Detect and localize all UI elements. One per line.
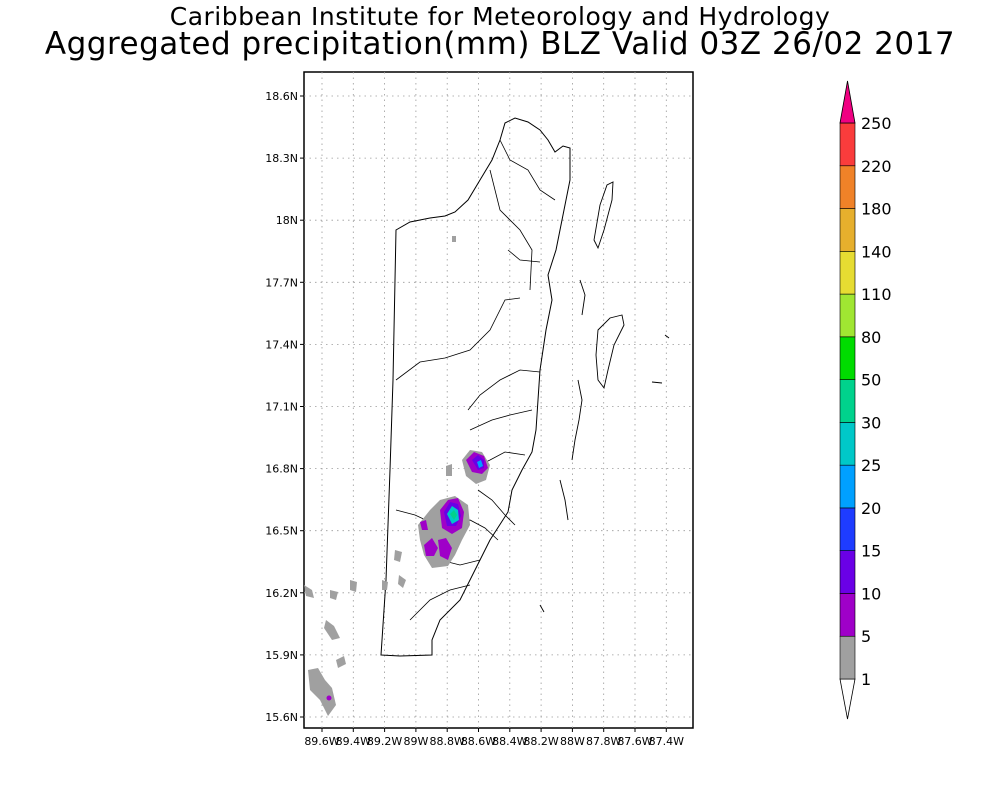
colorbar-swatch — [839, 293, 856, 338]
lon-tick-label: 88.2W — [523, 735, 558, 748]
precip-grey-sw9 — [394, 550, 402, 562]
colorbar-level-label: 25 — [861, 456, 881, 475]
precip-grey-sw2 — [324, 620, 340, 640]
precip-grey-sw1 — [308, 668, 336, 716]
colorbar-level-label: 80 — [861, 328, 881, 347]
colorbar-level-label: 10 — [861, 584, 881, 603]
lat-tick-label: 17.1N — [265, 401, 298, 414]
axis-ticks — [300, 95, 667, 732]
colorbar-max-arrow — [839, 80, 856, 124]
colorbar-swatch — [839, 336, 856, 380]
lat-tick-label: 16.5N — [265, 525, 298, 538]
colorbar-swatch — [839, 422, 856, 466]
precip-grey-n3 — [452, 236, 456, 242]
colorbar-level-label: 50 — [861, 371, 881, 390]
colorbar-swatch — [839, 165, 856, 209]
precip-purple-sw-dot — [326, 695, 332, 701]
precip-grey-n2 — [446, 464, 452, 476]
lat-tick-label: 17.7N — [265, 276, 298, 289]
colorbar-level-label: 220 — [861, 157, 892, 176]
lon-tick-label: 88.4W — [492, 735, 527, 748]
lon-tick-label: 89.2W — [367, 735, 402, 748]
lat-tick-label: 18N — [276, 214, 298, 227]
lat-tick-label: 15.9N — [265, 649, 298, 662]
colorbar-level-label: 15 — [861, 542, 881, 561]
offshore-cays — [539, 181, 670, 613]
precip-grey-sw3 — [336, 656, 346, 668]
precip-grey-sw4 — [304, 585, 314, 598]
colorbar-level-label: 30 — [861, 413, 881, 432]
lat-tick-label: 15.6N — [265, 711, 298, 724]
lat-tick-label: 18.6N — [265, 90, 298, 103]
lat-tick-label: 16.2N — [265, 587, 298, 600]
colorbar-level-label: 250 — [861, 114, 892, 133]
colorbar-swatch — [839, 379, 856, 423]
precip-teal-core — [450, 510, 457, 520]
colorbar-level-label: 180 — [861, 200, 892, 219]
colorbar-swatch — [839, 507, 856, 551]
lat-tick-label: 17.4N — [265, 338, 298, 351]
colorbar-level-label: 140 — [861, 242, 892, 261]
lon-tick-label: 87.4W — [649, 735, 684, 748]
precip-purple-south-b — [438, 538, 452, 560]
lon-tick-label: 89.4W — [336, 735, 371, 748]
colorbar-swatch — [839, 593, 856, 637]
precip-grey-sw5 — [330, 590, 338, 600]
chart-title-institute: Caribbean Institute for Meteorology and … — [169, 2, 831, 31]
colorbar-swatch — [839, 251, 856, 295]
lon-tick-label: 89.6W — [304, 735, 339, 748]
lon-tick-label: 88W — [560, 735, 585, 748]
belize-coast-outline — [380, 117, 571, 657]
map-frame — [303, 71, 694, 729]
map-panel — [300, 71, 694, 732]
precip-grey-sw6 — [350, 580, 357, 592]
colorbar-swatch — [839, 550, 856, 594]
colorbar-swatch — [839, 208, 856, 252]
lon-tick-label: 88.6W — [461, 735, 496, 748]
precipitation-field — [304, 236, 490, 716]
lon-tick-label: 87.6W — [617, 735, 652, 748]
chart-title-product: Aggregated precipitation(mm) BLZ Valid 0… — [44, 26, 956, 62]
latitude-labels: 18.6N 18.3N 18N 17.7N 17.4N 17.1N 16.8N 16.5N 16… — [265, 90, 298, 724]
colorbar-level-label: 20 — [861, 499, 881, 518]
colorbar-swatch — [839, 635, 856, 680]
colorbar-swatch — [839, 464, 856, 509]
precip-grey-sw7 — [382, 580, 388, 590]
colorbar-level-label: 1 — [861, 670, 871, 689]
colorbar-level-label: 5 — [861, 627, 871, 646]
precip-grey-sw8 — [398, 575, 406, 588]
lat-tick-label: 16.8N — [265, 463, 298, 476]
lon-tick-label: 89W — [403, 735, 428, 748]
precip-purple-south-a — [424, 538, 438, 556]
precip-cyan-north — [477, 460, 483, 468]
colorbar-min-arrow — [839, 678, 856, 720]
colorbar-swatch — [839, 122, 856, 167]
precip-purple-west — [420, 520, 428, 530]
lat-tick-label: 18.3N — [265, 152, 298, 165]
colorbar-level-label: 110 — [861, 285, 892, 304]
lon-tick-label: 87.8W — [586, 735, 621, 748]
lon-tick-label: 88.8W — [430, 735, 465, 748]
